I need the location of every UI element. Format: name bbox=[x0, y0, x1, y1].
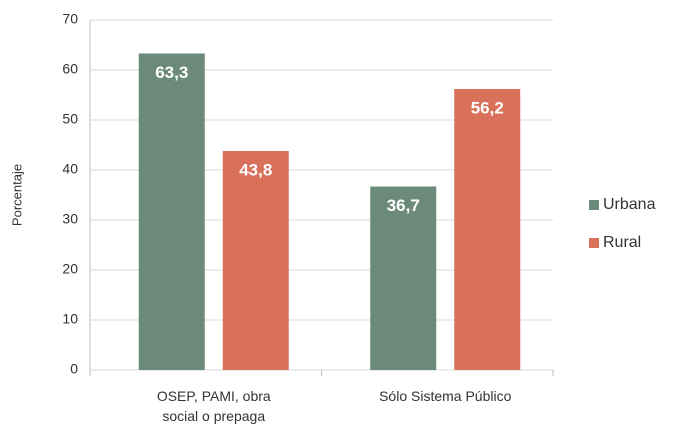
y-tick-label: 40 bbox=[62, 161, 78, 177]
bar bbox=[370, 186, 437, 370]
bar bbox=[222, 151, 289, 370]
legend-swatch bbox=[589, 238, 599, 248]
data-label: 63,3 bbox=[155, 63, 188, 82]
y-tick-label: 50 bbox=[62, 111, 78, 127]
legend-label: Urbana bbox=[603, 196, 656, 213]
y-tick-label: 20 bbox=[62, 261, 78, 277]
y-axis-label: Porcentaje bbox=[9, 164, 24, 226]
legend-swatch bbox=[589, 200, 599, 210]
data-label: 56,2 bbox=[471, 98, 504, 117]
bar bbox=[454, 89, 521, 370]
y-tick-label: 60 bbox=[62, 61, 78, 77]
y-tick-label: 10 bbox=[62, 311, 78, 327]
y-tick-label: 30 bbox=[62, 211, 78, 227]
y-tick-label: 70 bbox=[62, 11, 78, 27]
data-label: 43,8 bbox=[239, 160, 272, 179]
y-tick-label: 0 bbox=[70, 361, 78, 377]
data-label: 36,7 bbox=[387, 196, 420, 215]
x-tick-label: OSEP, PAMI, obra social o prepaga bbox=[156, 388, 271, 424]
x-tick-label: Sólo Sistema Público bbox=[379, 388, 512, 404]
legend-label: Rural bbox=[603, 234, 641, 251]
bar bbox=[138, 53, 205, 370]
